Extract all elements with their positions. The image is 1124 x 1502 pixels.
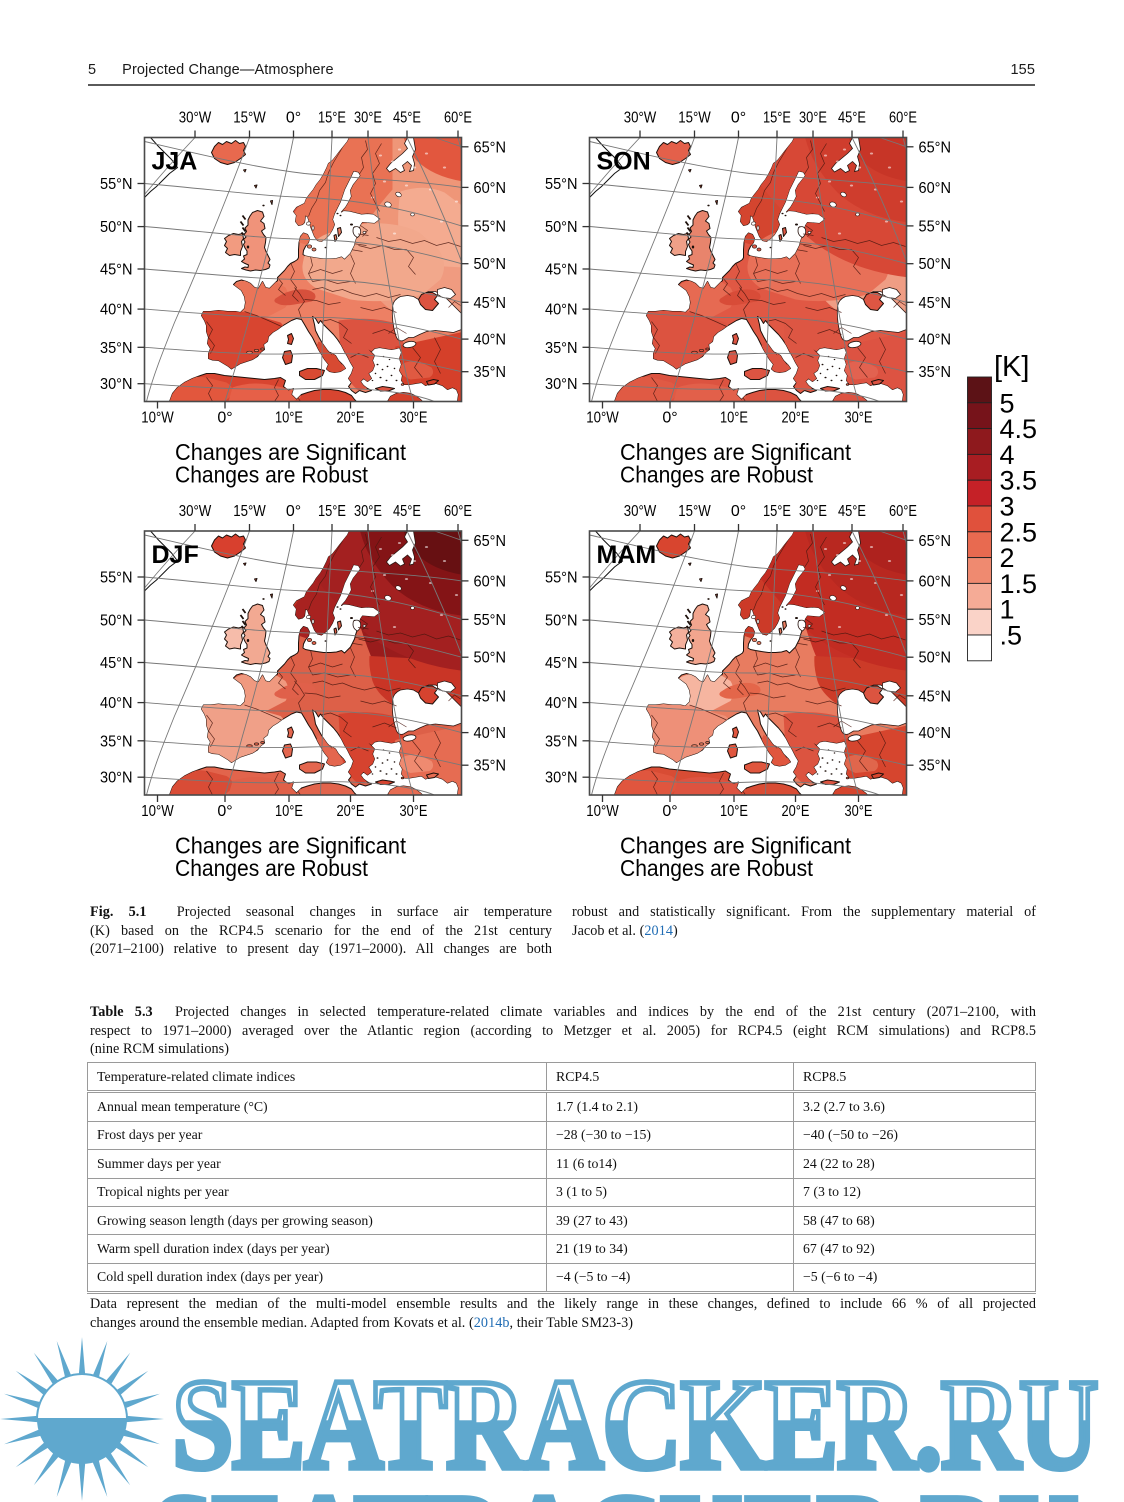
- svg-text:.5: .5: [1000, 621, 1023, 651]
- svg-text:1.5: 1.5: [1000, 569, 1038, 599]
- svg-text:[K]: [K]: [994, 351, 1029, 383]
- svg-text:Changes are Significant: Changes are Significant: [175, 439, 406, 465]
- svg-text:4: 4: [1000, 440, 1015, 470]
- svg-text:2.5: 2.5: [1000, 517, 1038, 547]
- svg-text:Changes are Robust: Changes are Robust: [620, 461, 813, 487]
- svg-text:MAM: MAM: [597, 541, 657, 569]
- svg-text:Changes are Robust: Changes are Robust: [620, 855, 813, 881]
- svg-text:SEATRACKER.RU: SEATRACKER.RU: [172, 1353, 1097, 1497]
- svg-text:Changes are Significant: Changes are Significant: [620, 833, 851, 859]
- svg-text:3: 3: [1000, 492, 1015, 522]
- svg-text:2: 2: [1000, 543, 1015, 573]
- svg-text:3.5: 3.5: [1000, 466, 1038, 496]
- svg-text:JJA: JJA: [152, 148, 198, 176]
- svg-text:Changes are Robust: Changes are Robust: [175, 461, 368, 487]
- svg-text:Changes are Significant: Changes are Significant: [620, 439, 851, 465]
- svg-text:Changes are Robust: Changes are Robust: [175, 855, 368, 881]
- svg-text:Changes are Significant: Changes are Significant: [175, 833, 406, 859]
- svg-text:4.5: 4.5: [1000, 414, 1038, 444]
- svg-text:DJF: DJF: [152, 541, 199, 569]
- svg-text:5: 5: [1000, 388, 1015, 418]
- svg-text:SEATRACKER.RU: SEATRACKER.RU: [152, 1468, 1077, 1502]
- svg-text:1: 1: [1000, 595, 1015, 625]
- svg-text:SON: SON: [597, 148, 651, 176]
